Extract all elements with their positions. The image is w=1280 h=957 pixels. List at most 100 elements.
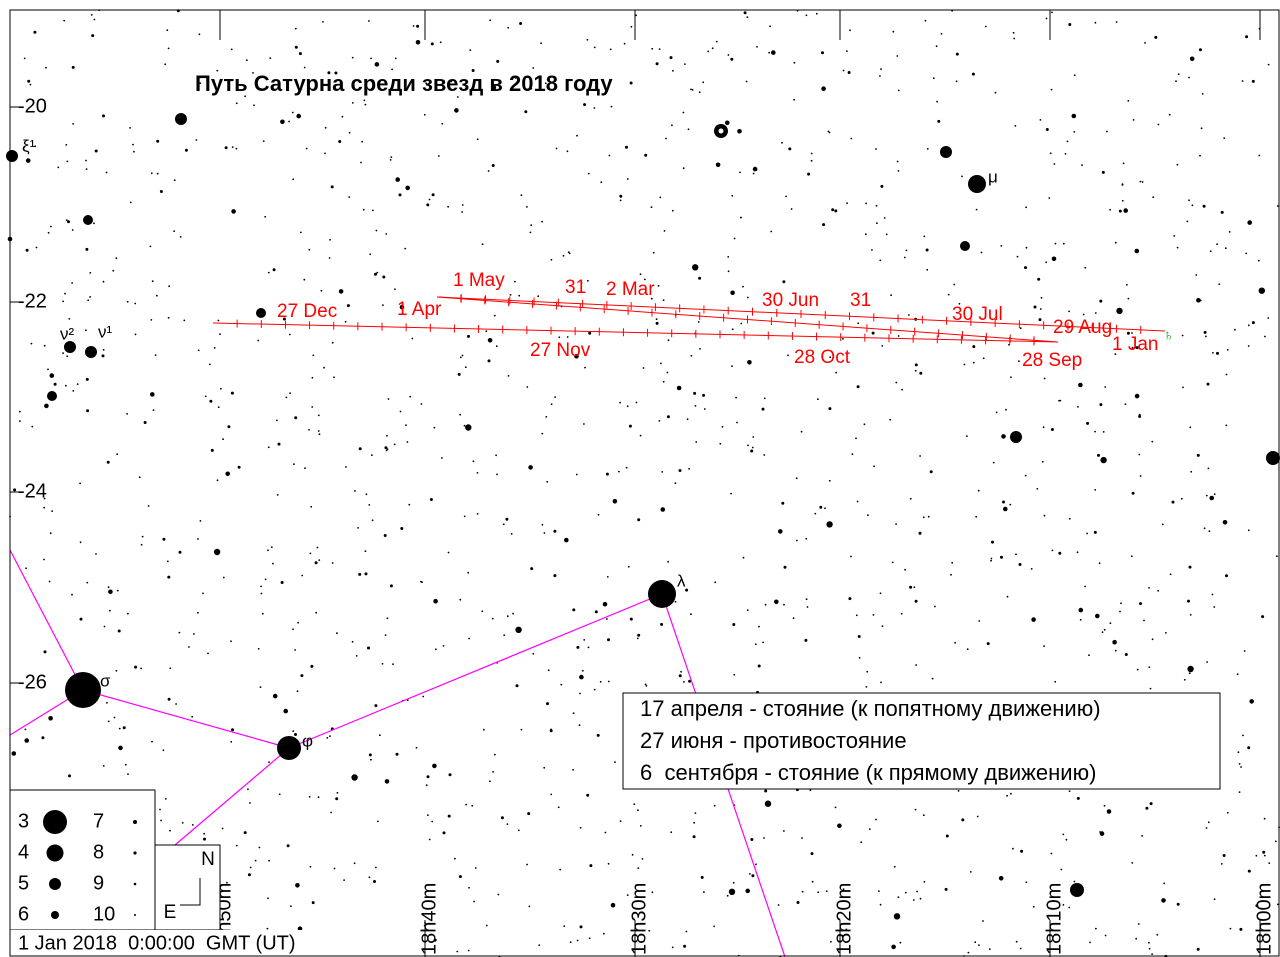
star	[294, 416, 298, 420]
star	[991, 540, 994, 544]
star	[629, 81, 633, 85]
star	[792, 617, 795, 620]
notes-box	[622, 692, 1221, 790]
star	[364, 572, 368, 576]
star	[368, 753, 372, 757]
star	[167, 575, 171, 579]
saturn-path	[212, 294, 1166, 346]
star	[405, 185, 411, 191]
star	[685, 588, 689, 592]
magnitude-label: 9	[93, 872, 104, 894]
star	[140, 667, 143, 670]
star	[817, 398, 819, 401]
star	[360, 161, 362, 164]
star	[923, 881, 926, 883]
star	[1189, 56, 1195, 62]
star	[300, 231, 302, 234]
star	[543, 766, 546, 769]
star	[87, 299, 90, 302]
star	[203, 832, 206, 835]
star	[1200, 127, 1203, 130]
star	[530, 224, 533, 227]
star	[1188, 672, 1191, 675]
star	[381, 662, 384, 665]
star	[922, 814, 925, 817]
star	[461, 211, 463, 213]
star	[1189, 614, 1192, 616]
star	[162, 749, 165, 752]
star	[805, 598, 808, 601]
star	[782, 280, 786, 284]
star	[707, 50, 710, 53]
star	[834, 209, 838, 213]
star	[731, 194, 734, 197]
star-label: ξ¹	[22, 136, 36, 155]
star	[509, 294, 512, 296]
star	[389, 584, 393, 588]
star	[972, 345, 976, 349]
star	[924, 19, 927, 22]
star	[395, 752, 399, 756]
star	[249, 802, 251, 804]
star	[370, 758, 372, 761]
star	[199, 520, 202, 522]
star	[90, 14, 93, 16]
star	[224, 146, 228, 150]
star	[1249, 699, 1254, 704]
star	[303, 66, 306, 69]
star	[294, 45, 298, 49]
star	[1114, 649, 1117, 652]
dec-label: -22	[18, 290, 47, 312]
star	[227, 425, 231, 429]
star	[47, 368, 49, 371]
star	[750, 449, 754, 453]
star	[426, 775, 430, 779]
star	[243, 831, 247, 835]
star	[231, 728, 234, 732]
title: Путь Сатурна среди звезд в 2018 году	[195, 71, 613, 96]
star	[71, 65, 75, 69]
star	[625, 145, 628, 149]
star	[558, 336, 561, 339]
star	[1243, 650, 1246, 652]
star	[437, 155, 440, 157]
star	[426, 203, 430, 207]
star	[1005, 408, 1007, 411]
star	[441, 457, 443, 459]
star	[915, 664, 917, 666]
star	[860, 841, 863, 844]
star	[685, 930, 688, 933]
star	[663, 230, 666, 232]
star	[235, 844, 238, 847]
star	[272, 268, 276, 272]
star	[368, 20, 370, 22]
star	[312, 354, 315, 357]
star	[871, 249, 873, 251]
star	[317, 414, 320, 417]
star	[732, 881, 735, 884]
star	[459, 356, 462, 359]
star	[913, 586, 916, 589]
star	[1058, 551, 1062, 555]
star	[283, 708, 289, 714]
star	[166, 560, 169, 563]
star	[1209, 250, 1212, 253]
star	[1148, 587, 1150, 589]
date-label: 1 May	[453, 270, 505, 291]
star	[129, 127, 132, 129]
star	[801, 837, 803, 839]
star	[583, 423, 585, 425]
star	[672, 69, 674, 72]
star	[845, 928, 848, 931]
ra-label: 18h30m	[628, 883, 650, 955]
star	[311, 376, 314, 379]
star	[572, 768, 574, 771]
constellation-line	[174, 747, 290, 846]
star	[609, 48, 612, 51]
star	[25, 567, 27, 570]
star	[1242, 734, 1244, 737]
star	[1216, 243, 1218, 246]
star	[954, 641, 956, 644]
star	[292, 730, 295, 733]
